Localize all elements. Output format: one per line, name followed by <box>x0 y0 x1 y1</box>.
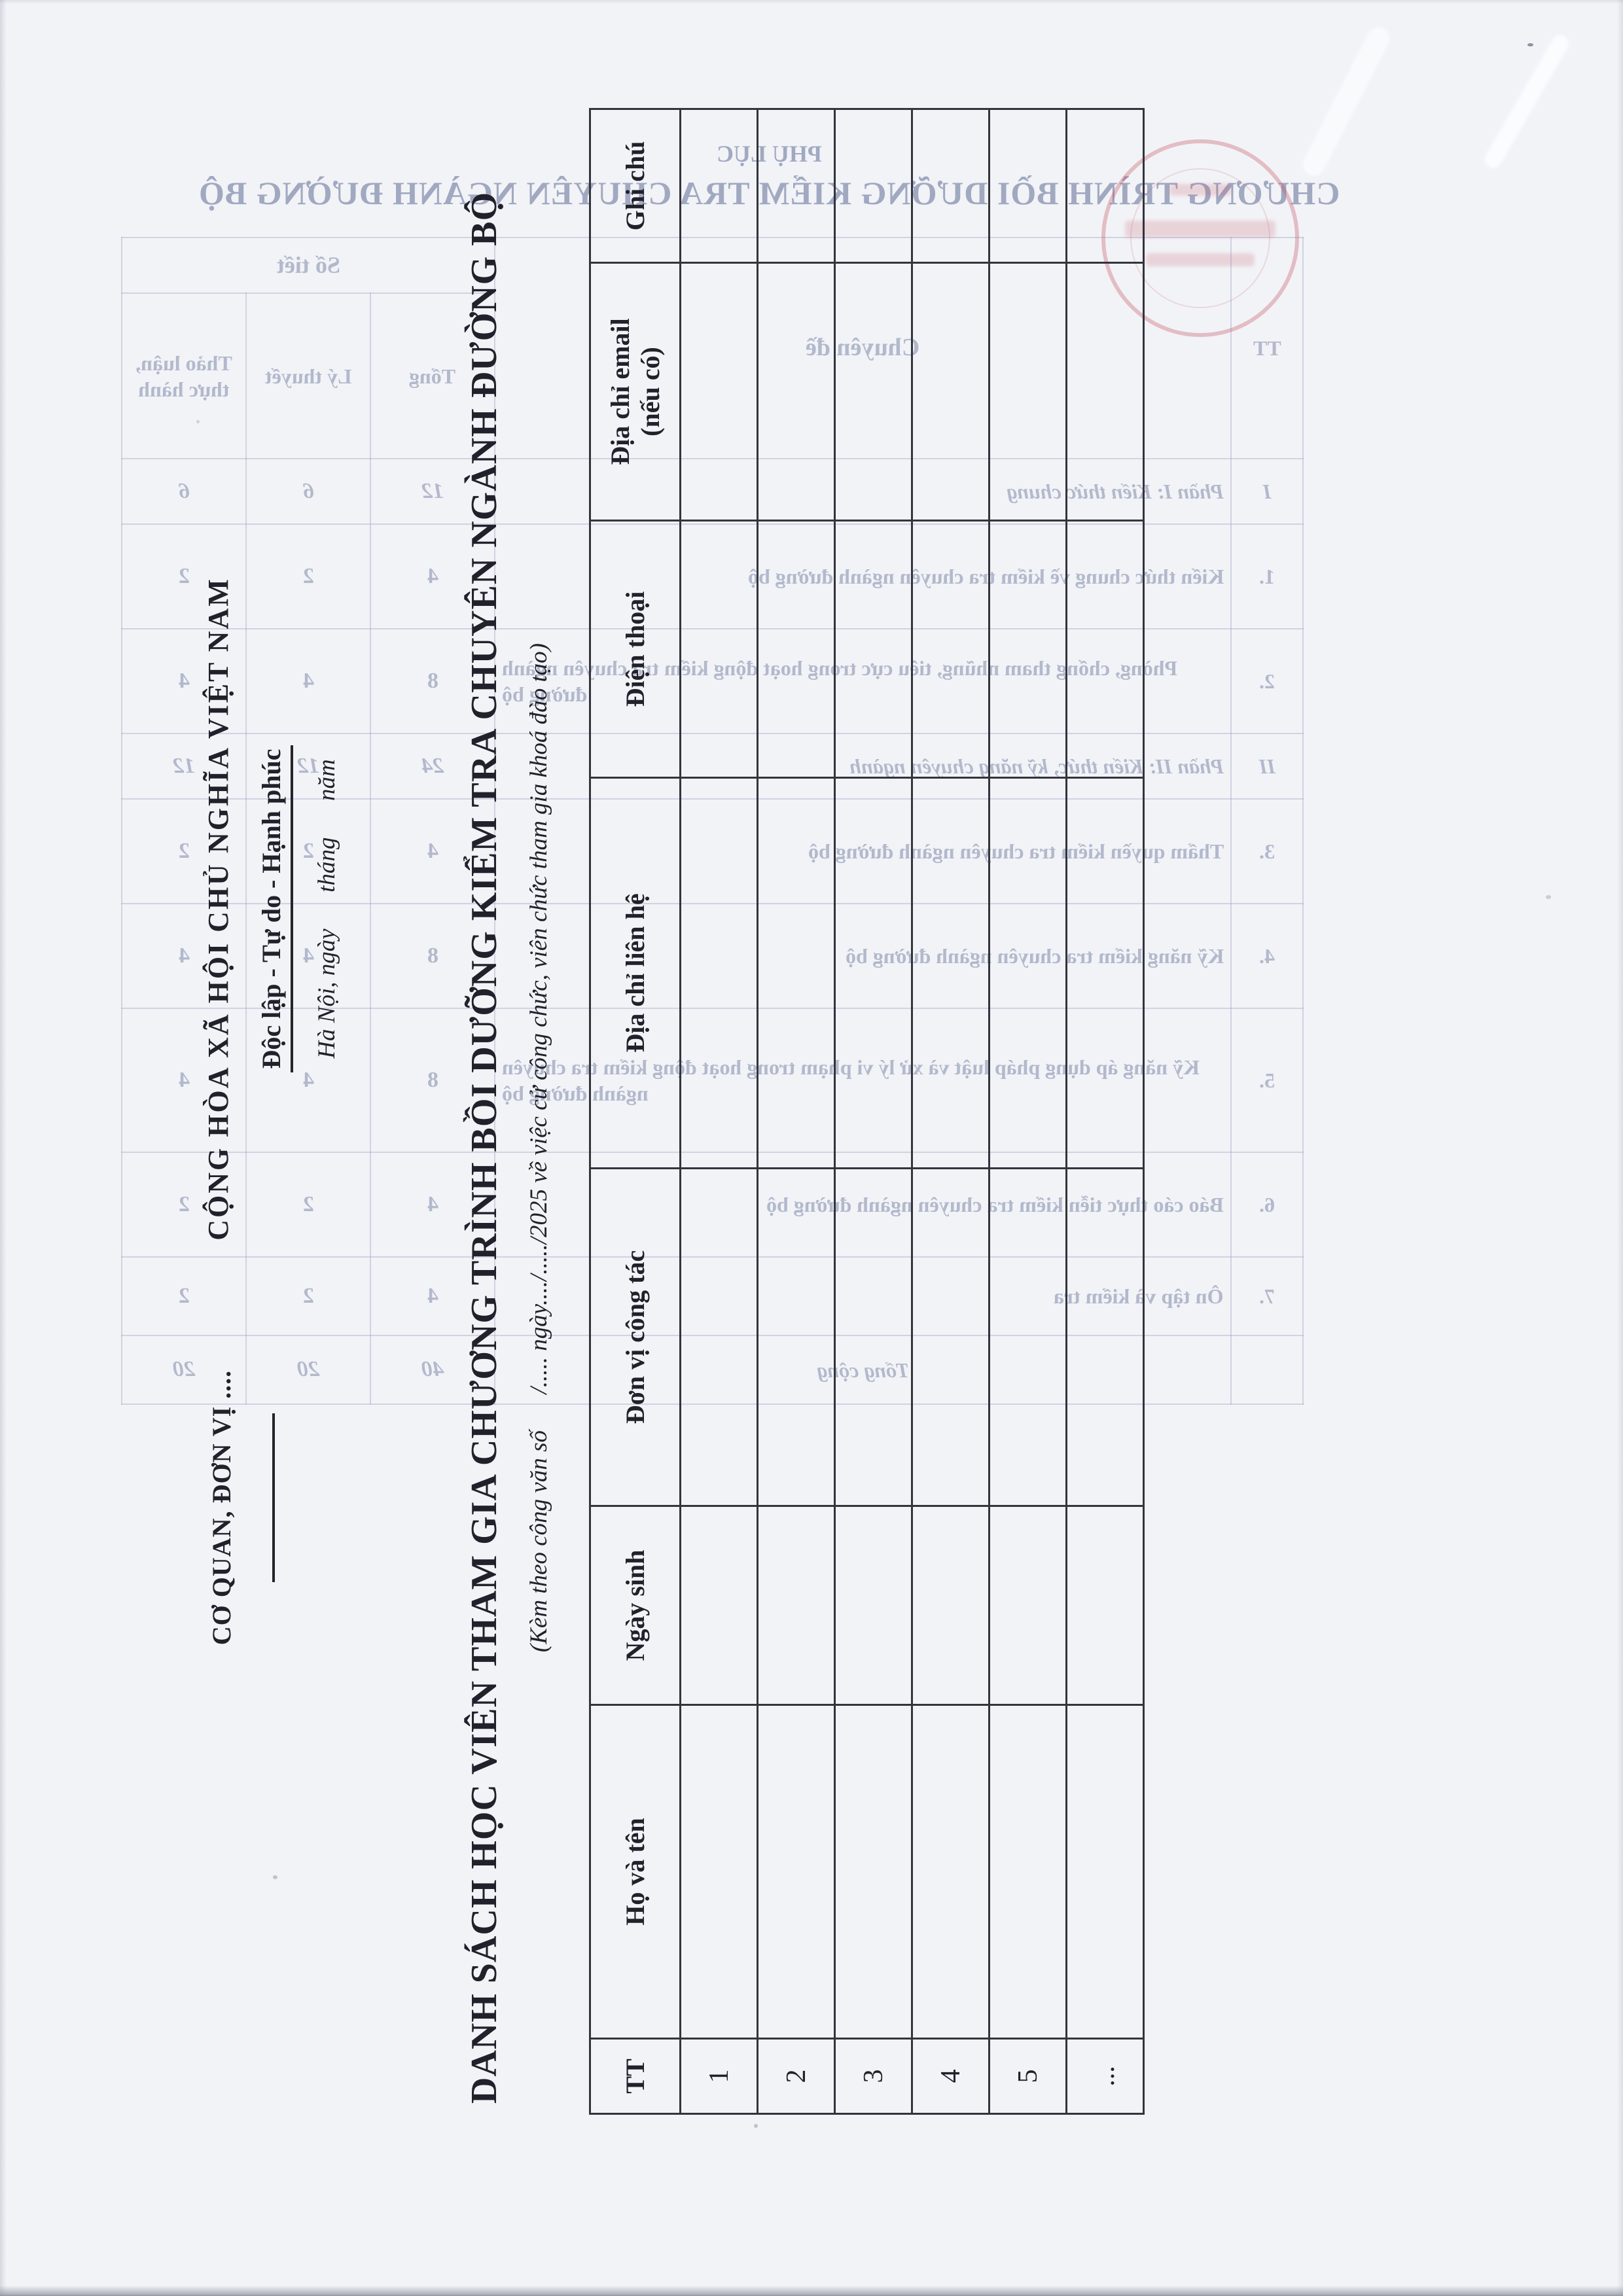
col-header-contact-address: Địa chỉ liên hệ <box>590 777 681 1169</box>
table-row: 2 <box>757 109 835 2114</box>
table-row: 1 <box>680 109 758 2114</box>
issuing-org-rule <box>272 1413 275 1582</box>
bleed-col-theory: Lý thuyết <box>245 292 371 459</box>
national-motto-line1: CỘNG HÒA XÃ HỘI CHỦ NGHĨA VIỆT NAM <box>202 577 234 1241</box>
bleedthrough-program-table: Số tiết Chuyên đề TT Thảo luận, thực hàn… <box>120 237 1304 1405</box>
stamp-text-smudge <box>1169 184 1231 196</box>
trainee-list-table: TT Họ và tên Ngày sinh Đơn vị công tác Đ… <box>589 108 1145 2115</box>
bleed-col-practice: Thảo luận, thực hành <box>121 292 247 459</box>
document-subtitle: (Kèm theo công văn số /..... ngày..../..… <box>526 643 552 1653</box>
col-header-dob: Ngày sinh <box>590 1506 681 1705</box>
col-header-notes: Ghi chú <box>590 109 681 263</box>
bleed-row: 4 4 8 Kỹ năng áp dụng pháp luật và xử lý… <box>121 1008 1304 1153</box>
row-number-cell: 1 <box>680 2038 758 2114</box>
col-header-tt: TT <box>590 2038 681 2114</box>
table-header-row: TT Họ và tên Ngày sinh Đơn vị công tác Đ… <box>590 109 681 2114</box>
table-row: 4 <box>912 109 990 2114</box>
bleed-row: 2 2 4 Ôn tập và kiểm tra 7. <box>121 1256 1304 1336</box>
col-header-workplace: Đơn vị công tác <box>590 1168 681 1506</box>
row-number-cell: 3 <box>834 2038 912 2114</box>
red-stamp-bleedthrough <box>1101 139 1299 337</box>
row-number-cell: 5 <box>989 2038 1067 2114</box>
bleed-row: 6 6 12 Phần I: Kiến thức chung I <box>121 458 1304 525</box>
row-number-cell: 2 <box>757 2038 835 2114</box>
document-title: DANH SÁCH HỌC VIÊN THAM GIA CHƯƠNG TRÌNH… <box>464 191 505 2104</box>
table-row: 5 <box>989 109 1067 2114</box>
col-header-name: Họ và tên <box>590 1704 681 2039</box>
national-header-block: CỘNG HÒA XÃ HỘI CHỦ NGHĨA VIỆT NAM Độc l… <box>202 552 341 1265</box>
bleed-row: 2 2 4 Báo cáo thực tiễn kiểm tra chuyên … <box>121 1152 1304 1258</box>
col-header-email: Địa chỉ email (nếu có) <box>590 262 681 521</box>
bleed-row: 4 4 8 Kỹ năng kiểm tra chuyên ngành đườn… <box>121 903 1304 1009</box>
bleed-col-hours: Số tiết <box>120 237 496 294</box>
table-row: 3 <box>834 109 912 2114</box>
bleed-row: 12 12 24 Phần II: Kiến thức, kỹ năng chu… <box>121 733 1304 800</box>
bleed-row: 4 4 8 Phòng, chống tham nhũng, tiêu cực … <box>121 628 1304 734</box>
paper-speck <box>754 2124 758 2128</box>
paper-speck <box>273 1875 277 1879</box>
place-date-line: Hà Nội, ngày tháng năm <box>313 759 340 1059</box>
table-row: ... <box>1066 109 1144 2114</box>
national-motto-line2: Độc lập - Tự do - Hạnh phúc <box>256 745 293 1073</box>
bleed-row-total: 20 20 40 Tổng cộng <box>121 1335 1304 1405</box>
col-header-phone: Điện thoại <box>590 520 681 778</box>
stamp-inner-ring <box>1130 168 1270 308</box>
stamp-text-smudge <box>1146 253 1255 266</box>
bleed-col-total: Tổng <box>369 292 496 459</box>
bleed-row: 2 2 4 Thẩm quyền kiểm tra chuyên ngành đ… <box>121 798 1304 904</box>
issuing-org-line: CƠ QUAN, ĐƠN VỊ .... <box>207 1369 236 1646</box>
bleedthrough-header-row-2: Thảo luận, thực hành Lý thuyết Tổng <box>121 292 1303 459</box>
row-number-cell: 4 <box>912 2038 990 2114</box>
bleed-row: 2 2 4 Kiến thức chung về kiểm tra chuyên… <box>121 523 1304 629</box>
row-number-cell: ... <box>1066 2038 1144 2114</box>
paper-speck <box>1546 895 1551 899</box>
stamp-text-smudge <box>1125 221 1275 238</box>
